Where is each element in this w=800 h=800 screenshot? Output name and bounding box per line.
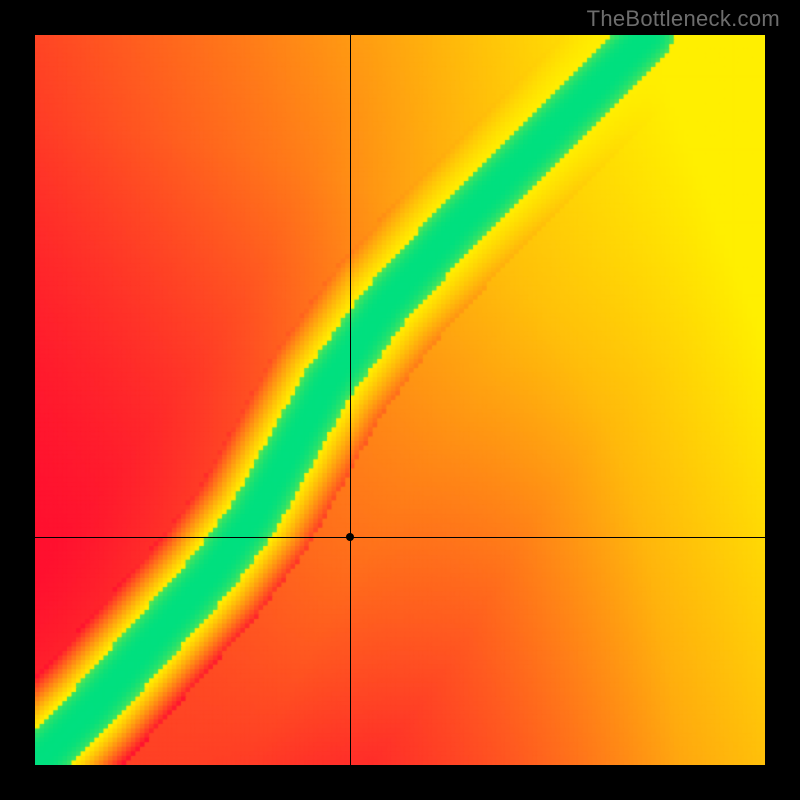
watermark-text: TheBottleneck.com bbox=[587, 6, 780, 32]
heatmap-canvas bbox=[35, 35, 765, 765]
crosshair-dot bbox=[346, 533, 354, 541]
chart-container: TheBottleneck.com bbox=[0, 0, 800, 800]
crosshair-horizontal bbox=[35, 537, 765, 538]
crosshair-vertical bbox=[350, 35, 351, 765]
plot-area bbox=[35, 35, 765, 765]
